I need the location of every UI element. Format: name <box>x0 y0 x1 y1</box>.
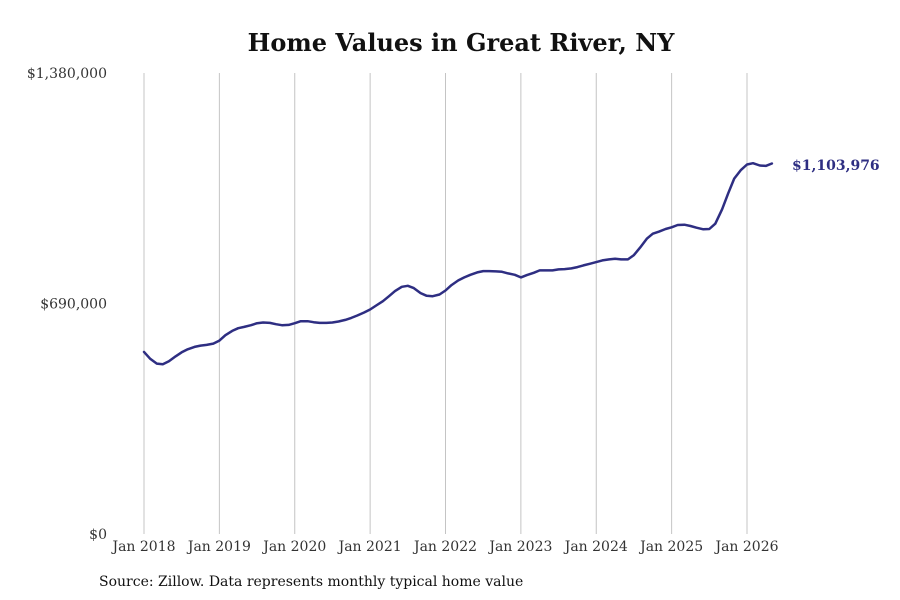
x-tick-label: Jan 2022 <box>412 539 477 555</box>
source-note: Source: Zillow. Data represents monthly … <box>99 574 524 590</box>
y-tick-label: $1,380,000 <box>27 66 107 82</box>
y-tick-label: $690,000 <box>40 297 107 313</box>
series-group <box>142 161 774 366</box>
y-axis-ticks: $0 $690,000 $1,380,000 <box>27 66 107 543</box>
x-tick-label: Jan 2026 <box>713 539 778 555</box>
x-tick-label: Jan 2020 <box>261 539 326 555</box>
end-label-group: $1,103,976 <box>792 158 880 174</box>
x-tick-label: Jan 2021 <box>337 539 402 555</box>
grid-lines <box>143 73 748 534</box>
x-tick-label: Jan 2024 <box>563 539 628 555</box>
x-tick-label: Jan 2023 <box>487 539 552 555</box>
x-tick-label: Jan 2019 <box>186 539 251 555</box>
chart-title: Home Values in Great River, NY <box>247 28 675 57</box>
x-tick-label: Jan 2018 <box>110 539 175 555</box>
x-tick-label: Jan 2025 <box>638 539 703 555</box>
end-value-label: $1,103,976 <box>792 158 880 174</box>
x-axis-ticks: Jan 2018 Jan 2019 Jan 2020 Jan 2021 Jan 2022… <box>110 539 778 555</box>
series-line-0 <box>142 161 774 366</box>
y-tick-label: $0 <box>89 527 107 543</box>
